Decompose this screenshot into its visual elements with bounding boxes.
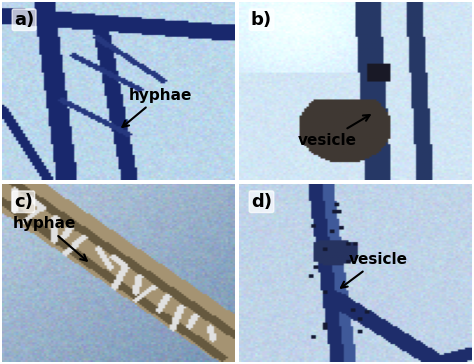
Text: b): b) xyxy=(251,11,272,29)
Text: c): c) xyxy=(14,193,33,211)
Text: hyphae: hyphae xyxy=(122,88,192,127)
Text: vesicle: vesicle xyxy=(341,252,408,288)
Text: hyphae: hyphae xyxy=(12,217,87,261)
Text: vesicle: vesicle xyxy=(298,115,370,147)
Text: a): a) xyxy=(14,11,34,29)
Text: d): d) xyxy=(251,193,272,211)
